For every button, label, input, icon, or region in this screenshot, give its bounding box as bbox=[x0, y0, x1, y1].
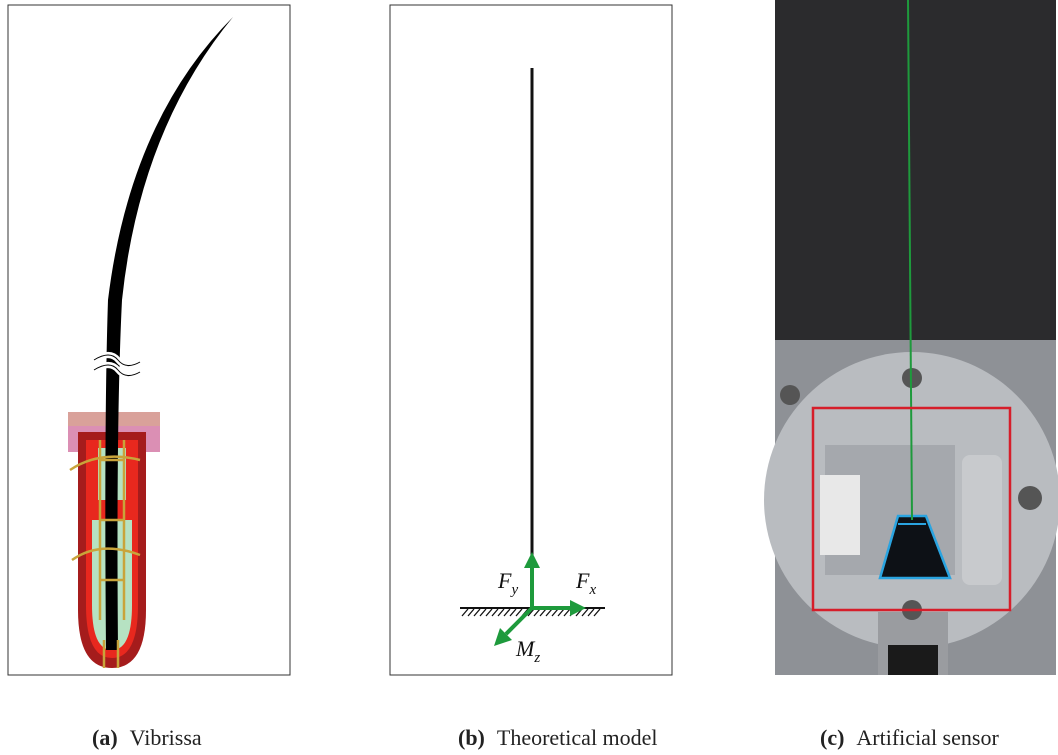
text: z bbox=[533, 650, 540, 666]
text: (a) bbox=[92, 725, 118, 750]
text: Vibrissa bbox=[130, 725, 202, 750]
text: F bbox=[575, 568, 590, 593]
text: x bbox=[588, 582, 596, 598]
text: (b) bbox=[458, 725, 485, 750]
caption-a: (a) Vibrissa bbox=[92, 725, 202, 750]
sensor-photo bbox=[764, 0, 1058, 675]
text: F bbox=[497, 568, 512, 593]
page: (a) Vibrissa Fy Fx Mz (b) Theoretical mode… bbox=[0, 0, 1058, 755]
text: Theoretical model bbox=[497, 725, 658, 750]
panel-a-frame bbox=[8, 5, 290, 675]
text: Artificial sensor bbox=[856, 725, 999, 750]
figure: (a) Vibrissa Fy Fx Mz (b) Theoretical mode… bbox=[0, 0, 1058, 755]
text: (c) bbox=[820, 725, 844, 750]
caption-b: (b) Theoretical model bbox=[458, 725, 658, 750]
caption-c: (c) Artificial sensor bbox=[820, 725, 999, 750]
text: M bbox=[515, 636, 536, 661]
text: y bbox=[509, 582, 518, 598]
